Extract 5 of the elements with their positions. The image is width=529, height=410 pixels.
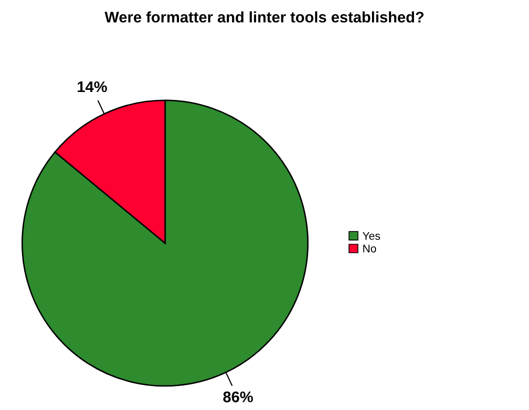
chart-title: Were formatter and linter tools established? [104, 11, 424, 23]
data-label: 86% [223, 391, 253, 402]
data-label: 14% [78, 81, 107, 92]
legend-label: No [363, 244, 376, 252]
legend-label: Yes [362, 232, 380, 240]
